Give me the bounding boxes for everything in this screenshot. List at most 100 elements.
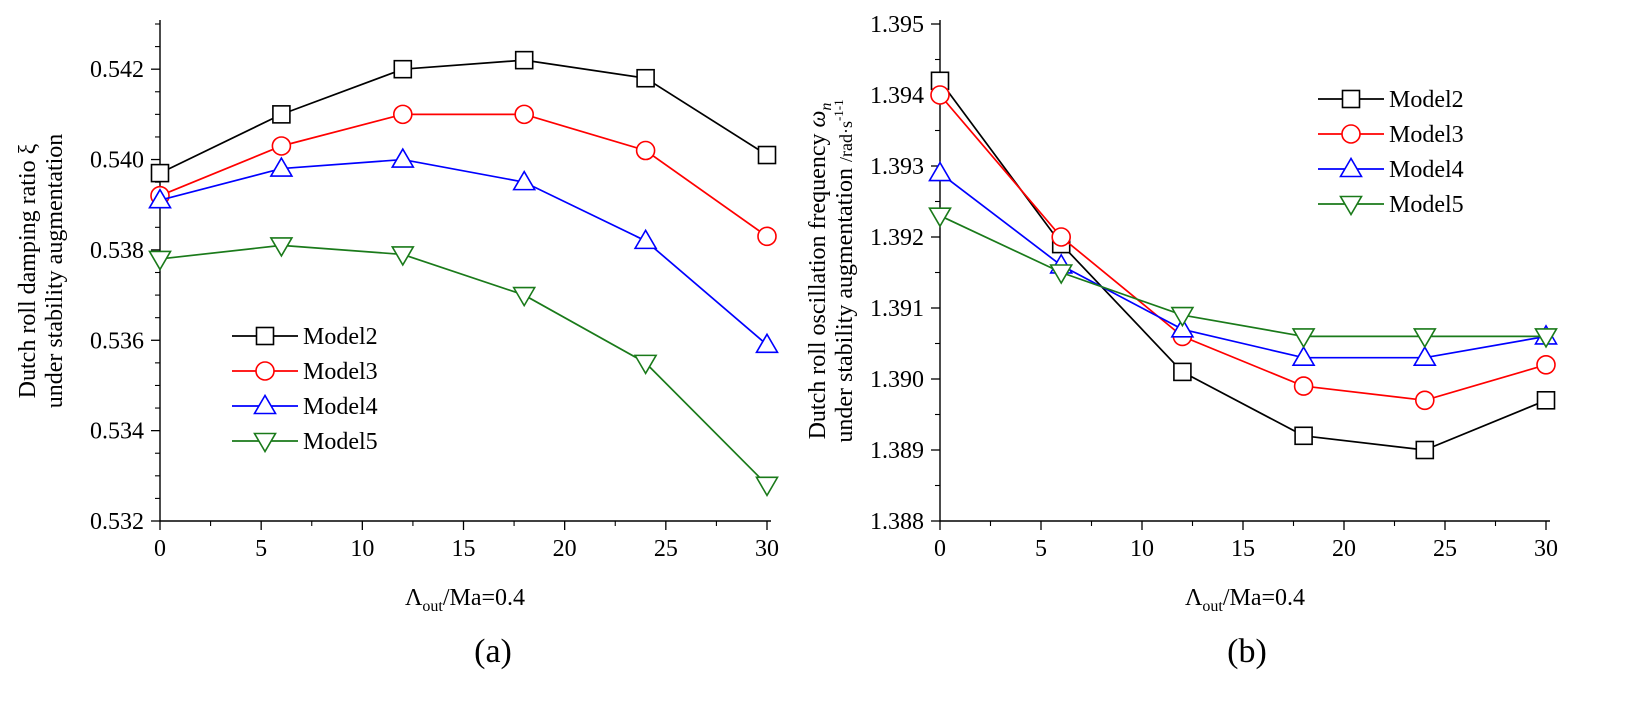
legend-marker	[255, 326, 275, 346]
data-point-model5	[1049, 264, 1074, 285]
legend-marker	[255, 361, 275, 381]
y-tick-label: 1.388	[870, 509, 924, 535]
x-tick-label: 25	[654, 536, 678, 562]
x-tick-label: 25	[1433, 536, 1457, 562]
x-tick-label: 5	[1035, 536, 1047, 562]
data-point-model5	[928, 207, 952, 228]
y-axis-title-a: Dutch roll damping ratio ξ	[15, 143, 41, 398]
data-point-model2	[757, 145, 777, 165]
legend-item-model5: Model5	[1318, 192, 1464, 218]
y-tick-label: 0.536	[90, 328, 144, 354]
series-line-model3	[159, 113, 768, 238]
data-point-model3	[1415, 390, 1435, 411]
legend-item-model3: Model3	[232, 359, 378, 385]
data-point-model2	[1415, 440, 1435, 460]
data-point-model2	[393, 59, 413, 79]
legend-item-model2: Model2	[232, 324, 378, 350]
data-point-model3	[635, 140, 656, 161]
x-tick-label: 5	[255, 536, 267, 562]
legend-b: Model2 Model3 Model4 Model5	[1318, 87, 1464, 218]
data-point-model3	[1536, 354, 1556, 375]
y-tick-label: 0.534	[90, 419, 144, 445]
legend-marker	[253, 393, 277, 415]
y-axis-title-b-line2: under stability augmentation /rad·s-1-1	[831, 99, 858, 442]
y-tick-label: 0.538	[90, 238, 144, 264]
x-tick-label: 30	[1534, 536, 1558, 562]
data-point-model4	[512, 170, 537, 191]
data-point-model4	[148, 188, 172, 209]
y-tick-label: 1.395	[870, 12, 924, 38]
data-point-model4	[1412, 345, 1437, 367]
data-point-model3	[392, 104, 413, 125]
data-point-model2	[514, 50, 534, 70]
series-line-model2	[159, 59, 768, 174]
data-point-model2	[1536, 390, 1556, 410]
y-axis-title-a-line2: under stability augmentation	[42, 134, 68, 409]
series-line-model5	[939, 214, 1546, 338]
x-axis-title-a: Λout/Ma=0.4	[405, 585, 525, 615]
legend-item-model5: Model5	[232, 429, 378, 455]
panel-label-a: (a)	[474, 633, 512, 670]
legend-a: Model2 Model3 Model4 Model5	[232, 324, 378, 455]
data-point-model5	[1170, 306, 1195, 328]
data-point-model2	[150, 163, 170, 183]
data-point-model4	[633, 228, 658, 250]
y-tick-label: 0.540	[90, 148, 144, 174]
y-tick-label: 1.391	[870, 296, 924, 322]
data-point-model5	[148, 250, 172, 272]
y-tick-label: 1.389	[870, 438, 924, 464]
x-tick-label: 20	[1332, 536, 1356, 562]
x-tick-label: 10	[1130, 536, 1154, 562]
data-point-model5	[1534, 328, 1558, 349]
data-point-model3	[1051, 227, 1071, 247]
panel-label-b: (b)	[1227, 633, 1267, 670]
data-point-model2	[1294, 426, 1313, 446]
legend-label: Model3	[303, 359, 378, 385]
x-tick-label: 15	[1231, 536, 1255, 562]
data-point-model3	[271, 136, 292, 156]
legend-label: Model5	[1389, 192, 1464, 218]
legend-marker	[1339, 195, 1363, 217]
legend-label: Model2	[1389, 87, 1464, 113]
data-point-model2	[1173, 362, 1192, 382]
data-point-model5	[755, 476, 779, 497]
legend-item-model4: Model4	[1318, 156, 1464, 183]
y-tick-label: 1.390	[870, 367, 924, 393]
chart-panel-b: 0 5 10 15 20 25 30 1.388 1.389 1.390 1.391 1.392 1.3…	[805, 12, 1558, 670]
legend-label: Model4	[303, 394, 378, 420]
x-axis-title-b: Λout/Ma=0.4	[1185, 585, 1305, 615]
legend-item-model4: Model4	[232, 393, 378, 420]
data-point-model4	[1170, 317, 1195, 338]
data-point-model5	[1291, 328, 1316, 349]
x-tick-label: 30	[755, 536, 779, 562]
ticks-b: 0 5 10 15 20 25 30 1.388 1.389 1.390 1.391 1.392 1.3…	[870, 12, 1558, 562]
ticks-a: 0 5 10 15 20 25 30 0.532 0.534 0.536 0.538 0.540 0.5…	[90, 23, 779, 562]
legend-label: Model2	[303, 324, 378, 350]
data-point-model2	[636, 68, 655, 88]
x-tick-label: 0	[934, 536, 946, 562]
x-tick-label: 20	[553, 536, 577, 562]
legend-item-model2: Model2	[1318, 87, 1464, 113]
data-point-model3	[757, 226, 777, 247]
y-tick-label: 0.542	[90, 57, 144, 83]
x-tick-label: 0	[154, 536, 166, 562]
data-point-model3	[1293, 376, 1314, 396]
legend-label: Model3	[1389, 122, 1464, 148]
legend-marker	[1341, 89, 1361, 109]
x-tick-label: 10	[350, 536, 374, 562]
series-line-model5	[159, 244, 768, 486]
data-point-model4	[1291, 345, 1316, 367]
data-point-model5	[269, 237, 294, 258]
series-line-model3	[939, 94, 1547, 402]
chart-panel-a: 0 5 10 15 20 25 30 0.532 0.534 0.536 0.538 0.540 0.5…	[15, 20, 779, 670]
data-point-model4	[269, 156, 294, 177]
data-point-model4	[928, 161, 952, 182]
series-line-model2	[939, 80, 1547, 451]
data-point-model2	[272, 105, 291, 124]
legend-item-model3: Model3	[1318, 122, 1464, 148]
legend-marker	[1339, 156, 1363, 178]
legend-marker	[1341, 124, 1361, 144]
y-tick-label: 1.394	[870, 83, 924, 109]
series-line-model4	[159, 158, 768, 346]
